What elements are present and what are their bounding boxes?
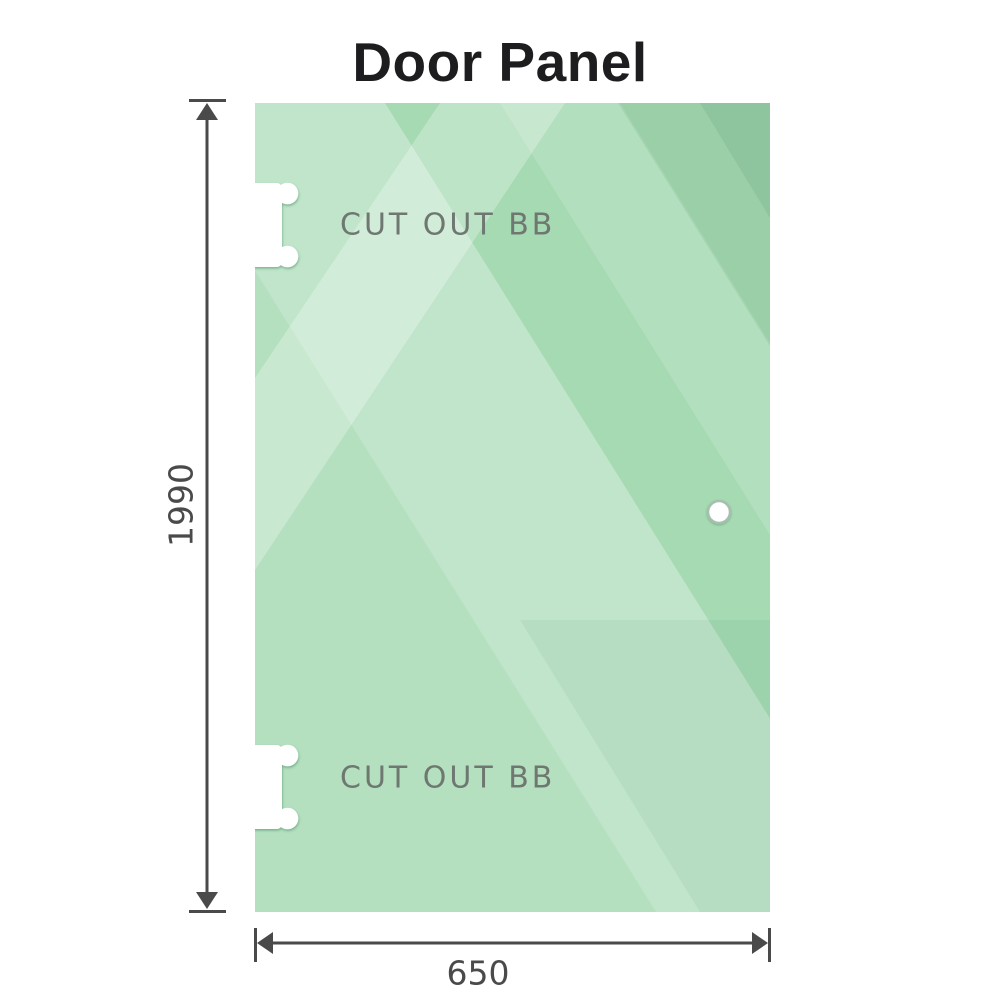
- cutout-slot: [255, 745, 282, 829]
- cutout-lobe-icon: [276, 744, 299, 767]
- shade-wedge-icon: [520, 620, 770, 912]
- width-dimension-label: 650: [446, 953, 510, 993]
- hinge-cutout-bottom: [255, 744, 299, 830]
- hinge-cutout-top: [255, 182, 299, 268]
- arrow-down-icon: [196, 892, 218, 909]
- height-dimension-label: 1990: [161, 463, 201, 547]
- width-dimension: [254, 928, 771, 962]
- glass-panel-body: [255, 103, 770, 912]
- arrow-right-icon: [752, 932, 768, 954]
- page-title: Door Panel: [352, 31, 648, 93]
- height-dimension: [189, 99, 226, 913]
- arrow-left-icon: [257, 932, 273, 954]
- cutout-lobe-icon: [276, 245, 299, 268]
- glass-reflections: [255, 103, 770, 912]
- cutout-top-label: CUT OUT BB: [340, 207, 556, 243]
- cutout-bottom-label: CUT OUT BB: [340, 760, 556, 796]
- cutout-slot: [255, 183, 282, 267]
- reflection-streak-icon: [255, 270, 656, 912]
- arrow-up-icon: [196, 103, 218, 120]
- handle-hole: [706, 499, 732, 525]
- glass-panel: [255, 103, 770, 912]
- shade-wedge-icon: [700, 103, 770, 218]
- reflection-streak-icon: [255, 103, 565, 570]
- shade-wedge-icon: [618, 103, 770, 346]
- reflection-streak-icon: [500, 103, 770, 535]
- reflection-streak-icon: [255, 103, 770, 912]
- cutout-lobe-icon: [276, 807, 299, 830]
- cutout-lobe-icon: [276, 182, 299, 205]
